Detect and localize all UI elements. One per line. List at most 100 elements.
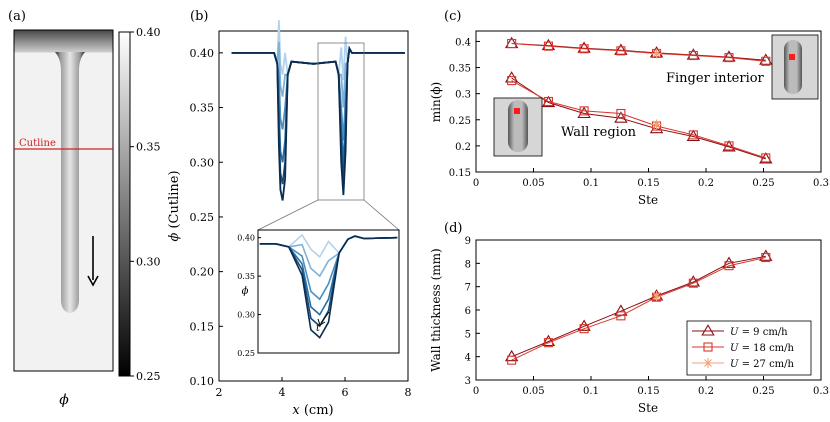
inset-y-tick-label: 0.25 <box>237 349 255 358</box>
panel-b: (b) 2 4 6 8 0.40 0.35 0.30 0.25 0.20 0.15 0.10 0.4… <box>167 9 412 418</box>
x-tick-label: 0.1 <box>583 386 599 397</box>
panel-a: (a) Cutline ϕ 0.40 0.35 0.30 0.25 <box>8 9 161 408</box>
square-marker <box>761 252 771 263</box>
panel-b-label: (b) <box>190 9 208 24</box>
y-tick-label: 0.20 <box>190 266 215 279</box>
triangle-marker <box>541 334 556 347</box>
panel-b-xlabel: x (cm) <box>292 403 333 418</box>
panel-b-axes <box>218 30 409 382</box>
series-line <box>511 80 766 159</box>
series-line <box>511 77 766 160</box>
square-marker <box>579 106 589 116</box>
wall-thumbnail <box>493 97 543 157</box>
star-marker <box>703 358 713 368</box>
x-tick-label: 6 <box>342 386 349 399</box>
square-marker <box>724 141 734 151</box>
y-tick-label: 0.35 <box>449 64 471 75</box>
series-line <box>511 43 766 62</box>
triangle-marker <box>541 95 556 108</box>
triangle-marker <box>577 319 591 331</box>
x-tick-label: 0.15 <box>637 386 659 397</box>
panel-b-ylabel: ϕ (Cutline) <box>167 170 182 241</box>
colorbar <box>118 31 131 377</box>
y-tick-label: 0.2 <box>455 142 471 153</box>
panel-d-xlabel: Ste <box>638 401 658 415</box>
inset-y-tick-label: 0.40 <box>237 234 255 243</box>
square-marker <box>507 355 517 365</box>
annotation-finger-interior: Finger interior <box>666 71 765 86</box>
phi-field-top-band <box>14 30 113 53</box>
y-tick-label: 0.25 <box>449 116 471 127</box>
x-tick-label: 2 <box>216 386 223 399</box>
x-tick-label: 0.2 <box>698 178 714 189</box>
zoom-connector-left <box>257 199 319 231</box>
x-tick-label: 8 <box>405 386 412 399</box>
panel-a-xlabel: ϕ <box>59 392 69 408</box>
star-marker <box>651 48 662 59</box>
x-tick-label: 0.25 <box>752 178 774 189</box>
x-tick-label: 4 <box>279 386 286 399</box>
panel-d-ticks: 0 0.05 0.1 0.15 0.2 0.25 0.3 9 8 7 6 5 4 3 <box>465 236 829 397</box>
x-tick-label: 0.1 <box>583 178 599 189</box>
square-marker <box>724 53 734 63</box>
panel-c: (c) 0 0.05 0.1 0.15 0.2 0.25 0.3 0.4 0.35 0.3 0.25… <box>429 9 829 207</box>
panel-d-label: (d) <box>444 221 462 236</box>
panel-c-xlabel: Ste <box>638 193 658 207</box>
y-tick-label: 0.35 <box>190 102 215 115</box>
y-tick-label: 0.10 <box>190 375 215 388</box>
square-marker <box>579 324 589 334</box>
panel-c-series <box>504 36 773 164</box>
square-marker <box>761 56 771 66</box>
square-marker <box>507 76 517 86</box>
panel-c-label: (c) <box>444 9 461 24</box>
y-tick-label: 5 <box>465 329 471 340</box>
square-marker <box>579 44 589 54</box>
star-marker <box>651 119 662 130</box>
finger-shape <box>55 52 85 313</box>
square-marker <box>688 50 698 61</box>
x-tick-label: 0.3 <box>813 386 829 397</box>
square-marker <box>616 46 626 56</box>
series-line <box>511 257 766 361</box>
inset-ylabel: ϕ <box>242 286 249 297</box>
colorbar-tick-label: 0.30 <box>136 255 161 268</box>
triangle-marker <box>722 140 736 152</box>
x-tick-label: 0.25 <box>752 386 774 397</box>
inset-time-arrow <box>320 311 330 324</box>
panel-d-series <box>504 249 773 365</box>
inset-time-arrowhead <box>317 318 326 326</box>
x-tick-label: 0.05 <box>522 386 544 397</box>
finger-thumbnail <box>771 34 819 100</box>
y-tick-label: 0.15 <box>190 320 215 333</box>
annotation-wall-region: Wall region <box>561 125 637 140</box>
x-tick-label: 0.2 <box>698 386 714 397</box>
y-tick-label: 9 <box>465 236 471 247</box>
legend-entry: U = 18 cm/h <box>730 343 795 354</box>
square-marker <box>761 153 771 163</box>
finger-thumbnail-finger <box>784 40 802 94</box>
triangle-marker <box>577 106 591 119</box>
x-tick-label: 0.15 <box>637 178 659 189</box>
triangle-marker <box>686 275 701 287</box>
y-tick-label: 8 <box>465 259 471 270</box>
cutline-label: Cutline <box>19 138 56 149</box>
x-tick-label: 0.3 <box>813 178 829 189</box>
legend: U = 9 cm/h U = 18 cm/h U = 27 cm/h <box>686 320 812 376</box>
triangle-marker <box>759 53 773 65</box>
square-marker <box>616 108 626 119</box>
square-marker <box>543 41 554 51</box>
triangle-marker <box>614 304 628 316</box>
inset-profile <box>259 235 398 339</box>
y-tick-label: 0.30 <box>190 156 215 169</box>
square-marker <box>703 342 713 352</box>
y-tick-label: 0.4 <box>455 37 471 48</box>
inset: 0.40 0.35 0.30 0.25 ϕ t <box>237 229 400 358</box>
panel-c-ylabel: min(ϕ) <box>429 82 443 123</box>
inset-axes <box>257 229 400 354</box>
square-marker <box>724 261 734 271</box>
growth-arrow-head <box>87 275 99 287</box>
triangle-marker <box>759 249 773 261</box>
star-marker <box>651 291 662 301</box>
inset-time-label: t <box>316 323 321 334</box>
